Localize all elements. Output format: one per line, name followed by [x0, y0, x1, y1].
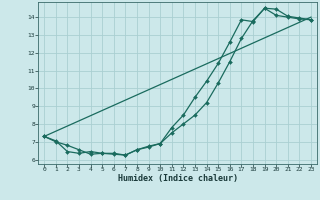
X-axis label: Humidex (Indice chaleur): Humidex (Indice chaleur): [118, 174, 238, 183]
